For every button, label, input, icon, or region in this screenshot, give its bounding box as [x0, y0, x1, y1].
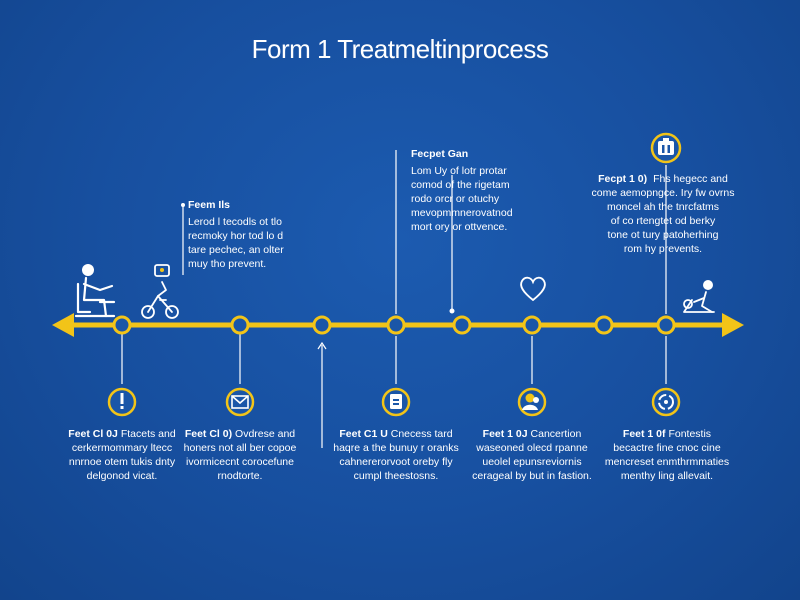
- connector-lines: [121, 150, 667, 448]
- top-callout-1: Feem Ils Lerod l tecodls ot tlo recmoky …: [188, 198, 338, 271]
- callout-text: rnodtorte.: [217, 470, 263, 482]
- top-callout-3: Fecpt 1 0) Fhs hegecc and come aemopngce.…: [588, 172, 738, 256]
- callout-text: ivormicecnt corocefune: [186, 456, 294, 468]
- callout-text: comod of the rigetam: [411, 179, 510, 191]
- page-title: Form 1 Treatmeltinprocess: [251, 34, 549, 64]
- callout-text: cerageal by but in fastion.: [472, 470, 592, 482]
- callout-text: becactre fine cnoc cine: [613, 442, 721, 454]
- callout-text: nnrnoe otem tukis dnty: [68, 456, 176, 468]
- callout-heading: Feet Cl 0): [184, 428, 233, 440]
- top-callout-2: Fecpet Gan Lom Uy of lotr protar comod o…: [411, 147, 571, 234]
- callout-text: moncel ah the tnrcfatms: [606, 201, 720, 213]
- callout-text: menthy ling allevait.: [620, 470, 714, 482]
- connector-arrow: [317, 341, 327, 350]
- callout-heading-rest: Ftacets and: [120, 428, 176, 440]
- timeline-nodes: [112, 315, 676, 335]
- callout-heading: Fecpet Gan: [411, 148, 469, 160]
- callout-heading: Feet Cl 0J: [68, 428, 118, 440]
- callout-heading-rest: Fontestis: [668, 428, 712, 440]
- callout-text: mort ory or ottvence.: [411, 221, 508, 233]
- callout-text: waseoned olecd rpanne: [476, 442, 588, 454]
- reclining-person-icon: [683, 280, 715, 313]
- callout-heading-rest: Fhs hegecc and: [653, 173, 728, 185]
- callout-text: rodo orcr or otuchy: [411, 193, 500, 205]
- seated-person-icon: [74, 264, 116, 318]
- callout-heading: Feet 1 0f: [622, 428, 666, 440]
- callout-text: rom hy prevents.: [623, 243, 703, 255]
- callout-text: muy tho prevent.: [188, 258, 267, 270]
- clipboard-icon: [650, 132, 682, 164]
- timeline-node: [230, 315, 250, 335]
- timeline-node: [112, 315, 132, 335]
- callout-text: mencreset enmthrmmaties: [604, 456, 730, 468]
- timeline-node: [594, 315, 614, 335]
- timeline-node: [386, 315, 406, 335]
- timeline-arrow-left: [52, 313, 74, 337]
- callout-text: cahnererorvoot oreby fly: [339, 456, 453, 468]
- recycle-icon: [651, 387, 681, 417]
- timeline-node: [522, 315, 542, 335]
- exclamation-icon: [107, 387, 137, 417]
- callout-text: come aemopngce. Iry fw ovrns: [591, 187, 735, 199]
- bottom-callout-2: Feet Cl 0) Ovdrese and honers not all be…: [176, 427, 304, 483]
- connector-dot-2: [181, 203, 185, 207]
- callout-heading: Feem Ils: [188, 199, 231, 211]
- callout-text: Lerod l tecodls ot tlo: [188, 216, 282, 228]
- child-bicycle-icon: [141, 264, 179, 319]
- bottom-callout-4: Feet 1 0J Cancertion waseoned olecd rpan…: [458, 427, 606, 483]
- timeline-node: [656, 315, 676, 335]
- callout-text: recmoky hor tod lo d: [188, 230, 284, 242]
- callout-text: Lom Uy of lotr protar: [411, 165, 507, 177]
- callout-heading-rest: Cnecess tard: [390, 428, 453, 440]
- nurse-icon: [517, 387, 547, 417]
- bottom-callout-1: Feet Cl 0J Ftacets and cerkermommary lte…: [56, 427, 188, 483]
- heart-icon: [520, 276, 546, 302]
- callout-text: of co rtengtet od berky: [610, 215, 716, 227]
- bottom-callout-5: Feet 1 0f Fontestis becactre fine cnoc c…: [600, 427, 734, 483]
- callout-heading: Fecpt 1 0): [598, 173, 648, 185]
- callout-text: ueolel epunsreviornis: [482, 456, 582, 468]
- callout-heading-rest: Ovdrese and: [235, 428, 296, 440]
- document-icon: [381, 387, 411, 417]
- timeline-arrow-right: [722, 313, 744, 337]
- callout-heading: Feet 1 0J: [482, 428, 528, 440]
- timeline-node: [452, 315, 472, 335]
- callout-heading: Feet C1 U: [339, 428, 388, 440]
- callout-text: tare pechec, an olter: [188, 244, 284, 256]
- callout-text: cumpl theestosns.: [353, 470, 439, 482]
- bottom-callout-3: Feet C1 U Cnecess tard haqre a the bunuy…: [322, 427, 470, 483]
- callout-text: honers not all ber copoe: [183, 442, 297, 454]
- timeline-node: [312, 315, 332, 335]
- callout-text: delgonod vicat.: [86, 470, 158, 482]
- callout-text: mevopmmnerovatnod: [411, 207, 513, 219]
- callout-text: haqre a the bunuy r oranks: [333, 442, 459, 454]
- envelope-icon: [225, 387, 255, 417]
- callout-heading-rest: Cancertion: [530, 428, 582, 440]
- connector-dot: [449, 308, 455, 314]
- callout-text: cerkermommary ltecc: [71, 442, 173, 454]
- callout-text: tone ot tury patoherhing: [607, 229, 719, 241]
